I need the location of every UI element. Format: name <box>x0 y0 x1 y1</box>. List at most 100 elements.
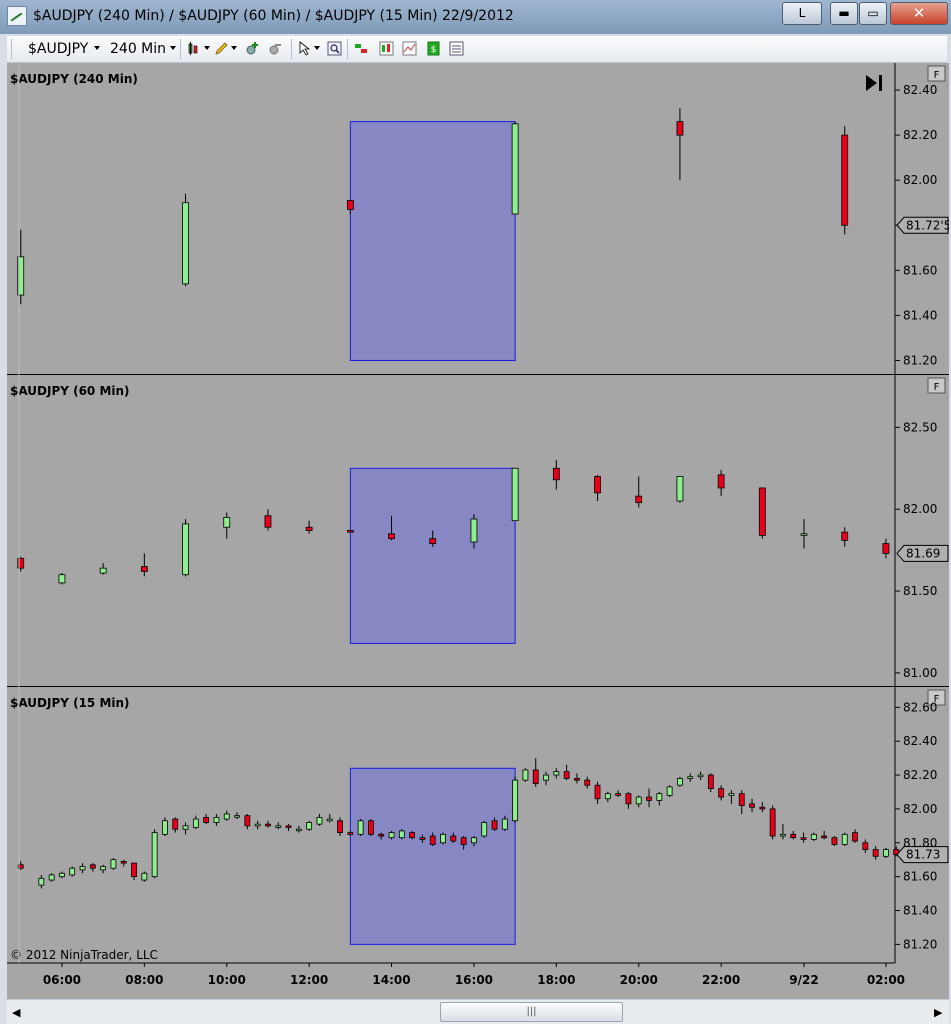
properties-icon[interactable] <box>449 41 464 56</box>
minimize-button[interactable]: ▬ <box>830 2 858 25</box>
window-title: $AUDJPY (240 Min) / $AUDJPY (60 Min) / $… <box>33 8 514 24</box>
pointer-dropdown-icon[interactable] <box>314 46 320 50</box>
candle-body <box>223 813 230 820</box>
interval-dropdown-icon[interactable] <box>170 46 176 50</box>
toolbar-separator <box>291 39 292 59</box>
candle-body <box>481 822 488 837</box>
candle-body <box>758 487 766 536</box>
candle-body <box>409 832 416 839</box>
candle-body <box>151 832 158 878</box>
candle-body <box>511 467 519 522</box>
scroll-left-icon[interactable]: ◀ <box>12 1006 21 1019</box>
instrument-dropdown-icon[interactable] <box>94 46 100 50</box>
time-tick-label: 20:00 <box>620 973 658 987</box>
scroll-right-icon[interactable]: ▶ <box>934 1006 943 1019</box>
pane-flag-box <box>927 377 946 394</box>
horizontal-scrollbar[interactable]: ◀ ||| ▶ <box>7 999 949 1024</box>
close-button[interactable]: ✕ <box>890 2 948 25</box>
candle-body <box>511 123 519 215</box>
candle-body <box>89 864 96 869</box>
pane-title: $AUDJPY (240 Min) <box>10 72 138 86</box>
candle-body <box>141 872 148 881</box>
scroll-thumb[interactable]: ||| <box>440 1002 623 1022</box>
candle-body <box>883 849 889 857</box>
candle-body <box>646 796 652 801</box>
candle-body <box>852 832 858 842</box>
chart-trader-icon[interactable] <box>354 41 369 56</box>
highlight-region <box>349 467 516 644</box>
price-tick-label: 82.00 <box>903 173 937 187</box>
candle-body <box>48 874 55 881</box>
pointer-icon[interactable] <box>297 41 312 56</box>
remove-indicator-icon[interactable] <box>268 41 283 56</box>
candle-body <box>810 833 817 840</box>
chart-area[interactable]: $AUDJPY (240 Min)F82.4082.2082.0081.8081… <box>7 63 949 999</box>
candle-body <box>162 820 168 835</box>
candle-body <box>841 531 849 541</box>
candle-body <box>398 830 405 839</box>
strategies-icon[interactable]: $ <box>426 41 441 56</box>
candle-body <box>532 769 539 784</box>
instrument-selector[interactable]: $AUDJPY <box>28 41 89 57</box>
candle-body <box>552 467 560 481</box>
price-tick-label: 81.20 <box>903 353 937 367</box>
candle-body <box>522 769 529 781</box>
add-indicator-icon[interactable] <box>245 41 260 56</box>
data-series-icon[interactable] <box>379 41 394 56</box>
maximize-button[interactable]: ▭ <box>859 2 887 25</box>
copyright-text: © 2012 NinjaTrader, LLC <box>10 948 158 962</box>
last-price-label: 81.72'5 <box>906 218 949 232</box>
candle-body <box>676 476 684 502</box>
candle-body <box>882 543 890 554</box>
candle-body <box>69 867 76 876</box>
candle-body <box>512 779 519 822</box>
price-tick-label: 82.20 <box>903 128 937 142</box>
candle-body <box>275 825 282 828</box>
pane-flag-label: F <box>934 70 940 81</box>
time-tick-label: 9/22 <box>789 973 818 987</box>
price-tick-label: 82.60 <box>903 700 937 714</box>
candle-body <box>677 778 683 786</box>
chart-style-dropdown-icon[interactable] <box>204 46 210 50</box>
candle-body <box>306 822 313 830</box>
candle-body <box>326 818 333 822</box>
candle-body <box>110 859 117 869</box>
candle-body <box>419 837 426 840</box>
candle-body <box>440 833 446 844</box>
time-tick-label: 12:00 <box>290 973 328 987</box>
chart-style-icon[interactable] <box>187 41 202 56</box>
candle-body <box>491 820 498 830</box>
candle-body <box>717 474 725 489</box>
price-tick-label: 81.40 <box>903 308 937 322</box>
price-tick-label: 82.00 <box>903 502 937 516</box>
highlight-region <box>349 767 516 945</box>
drawing-dropdown-icon[interactable] <box>231 46 237 50</box>
candle-body <box>790 833 797 839</box>
drawing-pencil-icon[interactable] <box>214 41 229 56</box>
candle-body <box>831 837 838 845</box>
candle-body <box>687 776 694 779</box>
candle-body <box>872 849 879 857</box>
candle-body <box>460 837 467 845</box>
candle-body <box>131 862 137 878</box>
zoom-icon[interactable] <box>327 41 342 56</box>
candle-body <box>501 818 508 830</box>
candle-body <box>543 774 549 781</box>
window-titlebar: $AUDJPY (240 Min) / $AUDJPY (60 Min) / $… <box>0 0 951 34</box>
interval-selector[interactable]: 240 Min <box>110 41 167 57</box>
candle-body <box>780 833 786 837</box>
candle-body <box>172 818 179 830</box>
price-tick-label: 82.00 <box>903 802 937 816</box>
candle-body <box>120 861 127 864</box>
pane-title: $AUDJPY (60 Min) <box>10 384 130 398</box>
candle-body <box>182 202 189 285</box>
pane-flag-box <box>927 689 946 706</box>
price-tick-label: 82.40 <box>903 734 937 748</box>
indicators-icon[interactable] <box>402 41 417 56</box>
link-button[interactable]: L <box>782 2 822 25</box>
price-tick-label: 81.50 <box>903 584 937 598</box>
candle-body <box>58 574 66 584</box>
chart-canvas[interactable]: $AUDJPY (240 Min)F82.4082.2082.0081.8081… <box>7 63 949 999</box>
candle-body <box>285 825 292 828</box>
candle-body <box>357 820 364 835</box>
